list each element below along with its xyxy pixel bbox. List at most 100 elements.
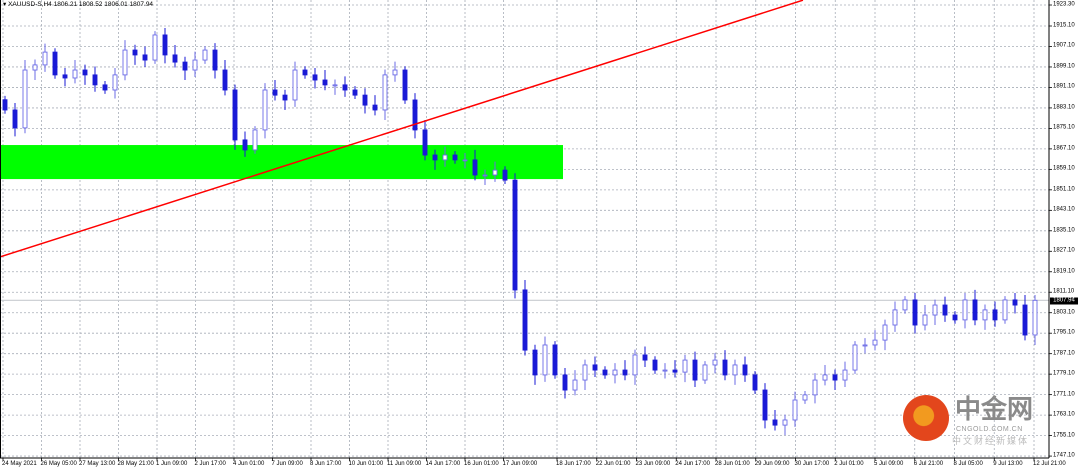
y-tick-label: 1923.30: [1053, 1, 1075, 8]
y-tick-label: 1859.10: [1053, 166, 1075, 173]
candle-bull: [192, 59, 198, 71]
candle-bear: [692, 359, 698, 381]
candle-bull: [152, 34, 158, 61]
candle-bear: [282, 94, 288, 101]
candle-bear: [102, 84, 108, 91]
candle-bull: [262, 89, 268, 131]
candle-bear: [92, 74, 98, 86]
y-tick-label: 1851.10: [1053, 186, 1075, 193]
candle-bear: [162, 34, 168, 56]
low-value: 1806.01: [104, 1, 128, 8]
x-tick-label: 17 Jun 09:00: [502, 461, 538, 467]
candle-bear: [722, 359, 728, 376]
x-tick-label: 11 Jun 09:00: [387, 461, 422, 467]
candle-bull: [382, 74, 388, 111]
watermark-domain: CNGOLD.COM.CN: [956, 426, 1023, 433]
candle-bull: [112, 74, 118, 91]
candle-bear: [2, 99, 8, 111]
y-tick-label: 1875.10: [1053, 125, 1075, 132]
candle-bull: [252, 129, 258, 151]
y-tick-label: 1899.10: [1053, 63, 1075, 70]
x-tick-label: 26 May 05:00: [40, 461, 77, 467]
candle-bull: [572, 379, 578, 391]
x-tick-label: 7 Jun 09:00: [271, 461, 303, 467]
x-tick-label: 12 Jul 21:00: [1033, 461, 1066, 467]
candle-bear: [762, 389, 768, 421]
candle-bull: [682, 359, 688, 373]
x-tick-label: 18 Jun 17:00: [556, 461, 591, 467]
candle-bear: [362, 94, 368, 106]
candle-bull: [922, 314, 928, 326]
candle-bull: [122, 49, 128, 76]
x-tick-label: 8 Jun 17:00: [310, 461, 342, 467]
candle-bull: [732, 364, 738, 376]
candle-bear: [592, 364, 598, 371]
candle-bear: [602, 369, 608, 376]
candle-bear: [222, 69, 228, 91]
candle-bull: [42, 51, 48, 66]
x-tick-label: 28 May 21:00: [117, 461, 154, 467]
dropdown-triangle-icon[interactable]: ▾: [3, 1, 7, 8]
x-tick-label: 4 Jun 01:00: [233, 461, 265, 467]
y-tick-label: 1787.10: [1053, 350, 1075, 357]
candle-bull: [902, 299, 908, 311]
candle-bull: [852, 344, 858, 371]
candle-bear: [302, 69, 308, 76]
x-tick-label: 24 Jun 17:00: [675, 461, 710, 467]
candle-bear: [172, 54, 178, 63]
candle-bull: [492, 169, 498, 176]
candle-bear: [502, 169, 508, 181]
y-tick-label: 1779.10: [1053, 370, 1075, 377]
symbol-label: XAUUSD-S,H4: [8, 1, 52, 8]
y-tick-label: 1891.10: [1053, 84, 1075, 91]
x-tick-label: 14 Jun 17:00: [425, 461, 461, 467]
candle-bull: [862, 344, 868, 347]
candle-bull: [442, 154, 448, 161]
candle-bull: [72, 69, 78, 79]
candle-bull: [392, 69, 398, 76]
y-tick-label: 1827.10: [1053, 247, 1075, 254]
x-tick-label: 29 Jun 09:00: [754, 461, 790, 467]
y-tick-label: 1763.10: [1053, 411, 1075, 418]
candle-bear: [552, 344, 558, 376]
y-tick-label: 1915.10: [1053, 22, 1075, 29]
candle-bear: [132, 49, 138, 56]
candle-bull: [22, 69, 28, 129]
candle-bull: [612, 369, 618, 376]
x-tick-label: 22 Jun 01:00: [595, 461, 631, 467]
candle-bear: [942, 304, 948, 316]
candle-bull: [542, 344, 548, 376]
candle-bear: [472, 159, 478, 176]
candle-bear: [62, 74, 68, 79]
candle-bear: [952, 314, 958, 321]
watermark-logo-text: 中金网: [955, 394, 1034, 424]
x-tick-label: 16 Jun 01:00: [464, 461, 499, 467]
y-tick-label: 1867.10: [1053, 145, 1075, 152]
candle-bear: [622, 369, 628, 376]
x-tick-label: 5 Jul 09:00: [874, 461, 904, 467]
candle-bear: [642, 354, 648, 361]
x-tick-label: 8 Jul 05:00: [953, 461, 983, 467]
candle-bull: [802, 394, 808, 401]
y-tick-label: 1755.10: [1053, 432, 1075, 439]
candle-bear: [272, 89, 278, 96]
watermark-tagline: 中文财经新媒体: [952, 436, 1030, 446]
candle-bear: [52, 51, 58, 76]
x-tick-label: 6 Jul 21:00: [913, 461, 944, 467]
candle-bull: [1032, 299, 1038, 336]
candle-bear: [82, 69, 88, 76]
close-value: 1807.94: [129, 1, 154, 8]
y-tick-label: 1819.10: [1053, 268, 1075, 275]
candle-bull: [332, 84, 338, 87]
y-tick-label: 1803.10: [1053, 309, 1075, 316]
candle-bear: [12, 109, 18, 129]
x-tick-label: 23 Jun 09:00: [635, 461, 671, 467]
candle-bull: [702, 364, 708, 381]
candle-bear: [772, 419, 778, 426]
candle-bear: [312, 74, 318, 81]
candle-bear: [992, 309, 998, 321]
support-zone: [0, 145, 563, 180]
candle-bear: [412, 99, 418, 131]
candle-bull: [32, 64, 38, 71]
